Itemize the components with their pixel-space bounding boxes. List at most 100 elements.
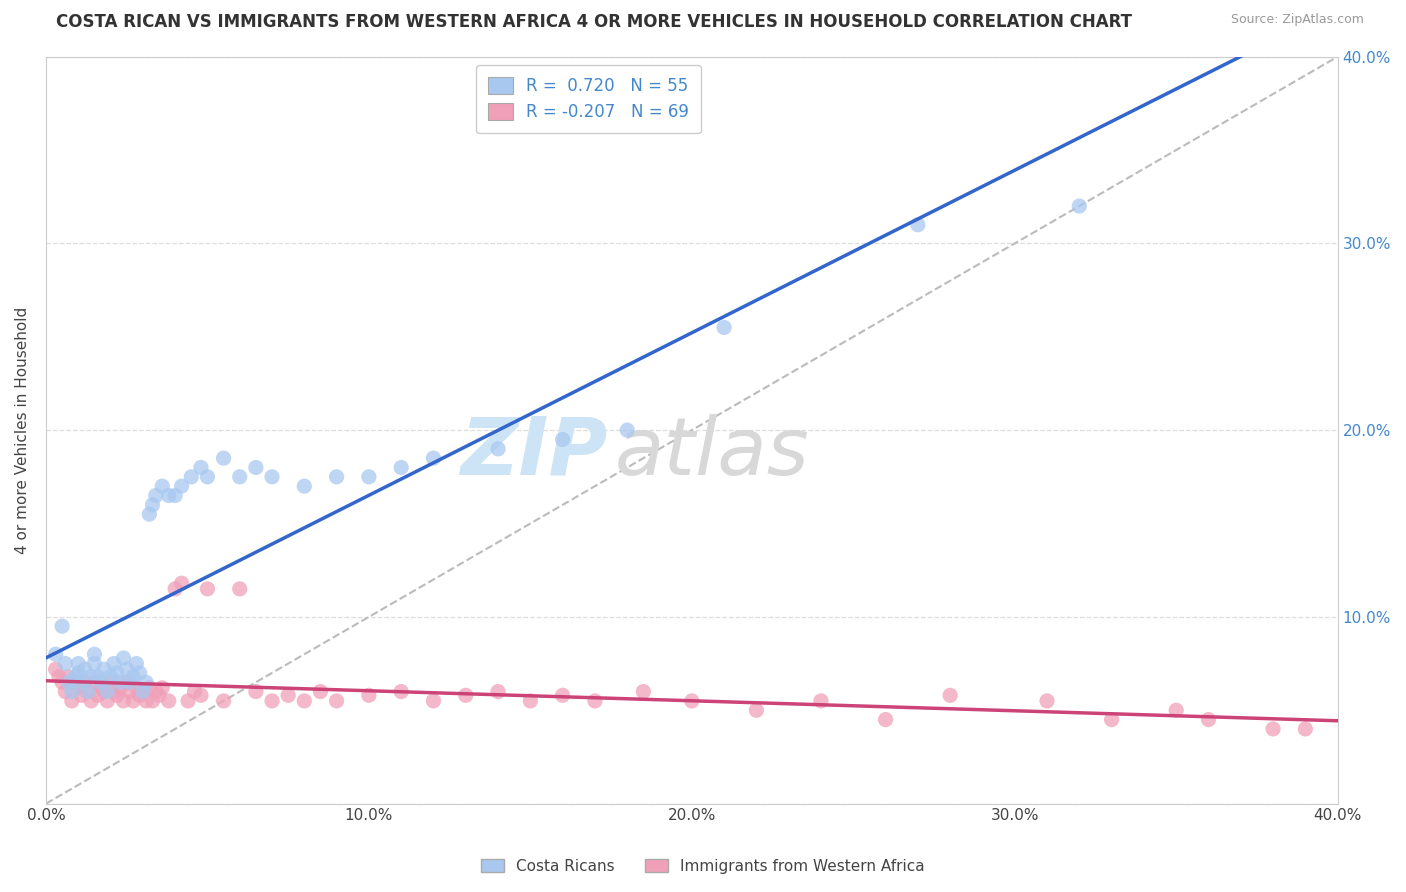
Point: [128, 688, 150, 702]
Point: [389, 684, 412, 698]
Point: [118, 684, 141, 698]
Point: [228, 470, 250, 484]
Point: [180, 470, 202, 484]
Point: [165, 582, 187, 596]
Point: [138, 681, 160, 695]
Point: [260, 470, 283, 484]
Point: [122, 694, 145, 708]
Point: [1069, 199, 1091, 213]
Point: [1294, 722, 1316, 736]
Text: atlas: atlas: [614, 414, 808, 491]
Point: [190, 688, 212, 702]
Point: [48, 670, 70, 684]
Point: [60, 694, 83, 708]
Point: [141, 694, 163, 708]
Point: [58, 670, 80, 684]
Point: [77, 684, 100, 698]
Point: [212, 451, 235, 466]
Point: [51, 675, 73, 690]
Point: [1261, 722, 1284, 736]
Point: [45, 647, 67, 661]
Y-axis label: 4 or more Vehicles in Household: 4 or more Vehicles in Household: [15, 307, 30, 554]
Point: [1198, 713, 1220, 727]
Point: [454, 688, 477, 702]
Point: [112, 651, 135, 665]
Point: [138, 507, 160, 521]
Point: [148, 688, 170, 702]
Text: Source: ZipAtlas.com: Source: ZipAtlas.com: [1230, 13, 1364, 27]
Point: [150, 681, 173, 695]
Point: [73, 662, 96, 676]
Point: [80, 694, 103, 708]
Point: [112, 694, 135, 708]
Point: [551, 688, 574, 702]
Point: [93, 684, 115, 698]
Point: [157, 694, 180, 708]
Point: [325, 694, 347, 708]
Point: [45, 662, 67, 676]
Point: [245, 684, 267, 698]
Point: [1166, 703, 1188, 717]
Point: [260, 694, 283, 708]
Point: [389, 460, 412, 475]
Point: [190, 460, 212, 475]
Point: [96, 684, 118, 698]
Point: [486, 684, 509, 698]
Point: [103, 657, 125, 671]
Point: [125, 657, 148, 671]
Point: [745, 703, 768, 717]
Point: [422, 694, 444, 708]
Point: [105, 688, 128, 702]
Point: [150, 479, 173, 493]
Point: [422, 451, 444, 466]
Point: [212, 694, 235, 708]
Point: [132, 684, 155, 698]
Point: [96, 694, 118, 708]
Point: [135, 694, 157, 708]
Legend: R =  0.720   N = 55, R = -0.207   N = 69: R = 0.720 N = 55, R = -0.207 N = 69: [477, 65, 700, 133]
Point: [105, 665, 128, 680]
Point: [616, 423, 638, 437]
Point: [939, 688, 962, 702]
Point: [292, 694, 315, 708]
Point: [60, 684, 83, 698]
Point: [128, 665, 150, 680]
Point: [357, 688, 380, 702]
Point: [170, 479, 193, 493]
Point: [67, 665, 90, 680]
Point: [713, 320, 735, 334]
Point: [110, 681, 132, 695]
Legend: Costa Ricans, Immigrants from Western Africa: Costa Ricans, Immigrants from Western Af…: [475, 853, 931, 880]
Point: [53, 657, 76, 671]
Point: [83, 675, 105, 690]
Text: COSTA RICAN VS IMMIGRANTS FROM WESTERN AFRICA 4 OR MORE VEHICLES IN HOUSEHOLD CO: COSTA RICAN VS IMMIGRANTS FROM WESTERN A…: [56, 13, 1132, 31]
Point: [63, 670, 86, 684]
Point: [1101, 713, 1123, 727]
Point: [93, 662, 115, 676]
Point: [125, 681, 148, 695]
Point: [183, 684, 205, 698]
Point: [118, 675, 141, 690]
Point: [77, 684, 100, 698]
Point: [165, 489, 187, 503]
Point: [551, 433, 574, 447]
Point: [519, 694, 541, 708]
Point: [245, 460, 267, 475]
Point: [58, 675, 80, 690]
Text: ZIP: ZIP: [461, 414, 607, 491]
Point: [67, 681, 90, 695]
Point: [197, 582, 219, 596]
Point: [86, 688, 108, 702]
Point: [228, 582, 250, 596]
Point: [875, 713, 897, 727]
Point: [132, 684, 155, 698]
Point: [90, 675, 112, 690]
Point: [70, 688, 93, 702]
Point: [1036, 694, 1059, 708]
Point: [110, 675, 132, 690]
Point: [70, 675, 93, 690]
Point: [86, 670, 108, 684]
Point: [67, 657, 90, 671]
Point: [145, 684, 167, 698]
Point: [51, 619, 73, 633]
